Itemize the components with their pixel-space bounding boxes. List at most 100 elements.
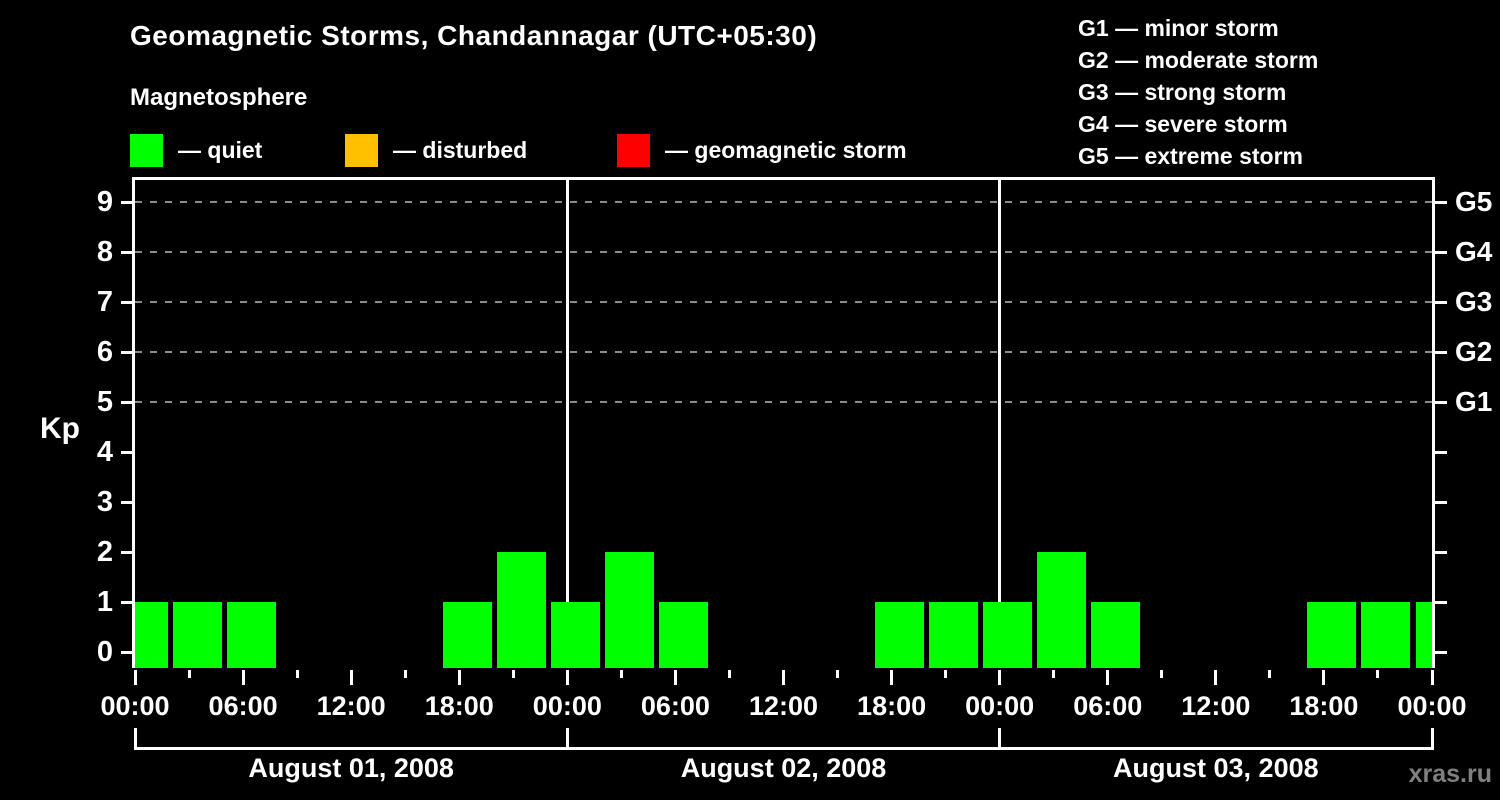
x-axis-tick <box>241 670 245 685</box>
storm-scale-g2: G2 — moderate storm <box>1078 47 1319 73</box>
legend-storm-label: — geomagnetic storm <box>665 136 907 163</box>
right-axis-tick <box>1435 550 1447 554</box>
kp-bar <box>550 602 600 668</box>
x-axis-time-label: 18:00 <box>1289 691 1359 721</box>
y-axis-tick <box>121 450 133 454</box>
x-axis-time-label: 12:00 <box>1181 691 1251 721</box>
legend-item-quiet: — quiet <box>130 133 262 167</box>
gridline-kp6 <box>135 351 1432 353</box>
date-axis-tick <box>998 728 1002 750</box>
kp-bar <box>1037 552 1087 668</box>
x-axis-tick <box>727 670 731 678</box>
x-axis-tick <box>295 670 299 678</box>
kp-bar <box>875 602 925 668</box>
x-axis-tick <box>457 670 461 685</box>
g-level-label: G2 <box>1455 336 1493 367</box>
y-axis-tick <box>121 600 133 604</box>
x-axis-time-label: 18:00 <box>857 691 927 721</box>
date-axis-line <box>135 747 1432 750</box>
kp-bar <box>172 602 222 668</box>
kp-bar <box>496 552 546 668</box>
kp-bar <box>1415 602 1432 668</box>
y-axis-tick <box>121 400 133 404</box>
x-axis-time-label: 00:00 <box>1397 691 1467 721</box>
y-axis-label: 4 <box>96 436 113 468</box>
kp-bar <box>442 602 492 668</box>
x-axis-time-label: 06:00 <box>1073 691 1143 721</box>
x-axis-time-label: 06:00 <box>640 691 710 721</box>
y-axis-label: 3 <box>96 486 113 518</box>
x-axis-tick <box>1376 670 1380 678</box>
x-axis-time-label: 00:00 <box>532 691 602 721</box>
storm-scale-g4: G4 — severe storm <box>1078 111 1288 137</box>
x-axis-tick <box>944 670 948 678</box>
storm-scale-legend: G1 — minor storm G2 — moderate storm G3 … <box>1078 12 1318 172</box>
x-axis-tick <box>1214 670 1218 685</box>
x-axis-time-label: 18:00 <box>424 691 494 721</box>
x-axis-tick <box>836 670 840 678</box>
quiet-color-swatch-icon <box>130 133 163 167</box>
storm-color-swatch-icon <box>617 133 650 167</box>
x-axis-tick <box>187 670 191 678</box>
x-axis-tick <box>1268 670 1272 678</box>
y-axis-tick <box>121 650 133 654</box>
right-axis-tick <box>1435 500 1447 504</box>
date-label: August 03, 2008 <box>1113 753 1319 783</box>
plot-area <box>132 177 1435 668</box>
x-axis-tick <box>511 670 515 678</box>
x-axis-tick <box>133 670 137 685</box>
y-axis-label: 2 <box>96 536 113 568</box>
x-axis-time-label: 06:00 <box>208 691 278 721</box>
date-axis-tick <box>1430 728 1434 750</box>
gridline-kp8 <box>135 251 1432 253</box>
kp-bar <box>658 602 708 668</box>
y-axis-label: 8 <box>96 236 113 268</box>
x-axis-tick <box>890 670 894 685</box>
legend-item-disturbed: — disturbed <box>345 133 527 167</box>
legend-disturbed-label: — disturbed <box>393 136 528 163</box>
gridline-kp5 <box>135 401 1432 403</box>
y-axis-tick <box>121 350 133 354</box>
date-label: August 02, 2008 <box>680 753 887 783</box>
right-axis-tick <box>1435 250 1447 254</box>
x-axis-tick <box>403 670 407 678</box>
right-axis-tick <box>1435 200 1447 204</box>
legend-item-storm: — geomagnetic storm <box>617 133 907 167</box>
kp-bar <box>1307 602 1357 668</box>
x-axis-tick <box>619 670 623 678</box>
y-axis-tick <box>121 550 133 554</box>
right-axis-tick <box>1435 400 1447 404</box>
date-axis-tick <box>565 728 569 750</box>
y-axis-tick <box>121 250 133 254</box>
y-axis-label: 9 <box>96 186 113 218</box>
x-axis-tick <box>1160 670 1164 678</box>
date-label: August 01, 2008 <box>248 753 454 783</box>
y-axis-label: 6 <box>96 336 113 368</box>
x-axis-tick <box>565 670 569 685</box>
x-axis-time-label: 00:00 <box>965 691 1035 721</box>
x-axis-tick <box>1106 670 1110 685</box>
date-axis-tick <box>133 728 137 750</box>
x-axis-tick <box>349 670 353 685</box>
y-axis-tick <box>121 200 133 204</box>
x-axis-time-label: 12:00 <box>316 691 386 721</box>
right-axis-tick <box>1435 600 1447 604</box>
right-axis-tick <box>1435 350 1447 354</box>
gridline-kp7 <box>135 301 1432 303</box>
g-level-label: G1 <box>1455 386 1493 417</box>
y-axis-label: 5 <box>96 386 113 418</box>
x-axis-tick <box>1430 670 1434 685</box>
storm-scale-g1: G1 — minor storm <box>1078 15 1279 41</box>
magnetosphere-subtitle: Magnetosphere <box>130 84 308 111</box>
kp-bar <box>983 602 1033 668</box>
right-axis-tick <box>1435 450 1447 454</box>
right-axis-tick <box>1435 650 1447 654</box>
storm-scale-g5: G5 — extreme storm <box>1078 143 1303 169</box>
g-level-label: G5 <box>1455 186 1493 217</box>
day-separator-line <box>998 180 1002 668</box>
y-axis-title: Kp <box>40 412 80 445</box>
x-axis-time-label: 00:00 <box>100 691 170 721</box>
y-axis-label: 0 <box>96 636 113 668</box>
x-axis-tick <box>998 670 1002 685</box>
kp-bar <box>604 552 654 668</box>
